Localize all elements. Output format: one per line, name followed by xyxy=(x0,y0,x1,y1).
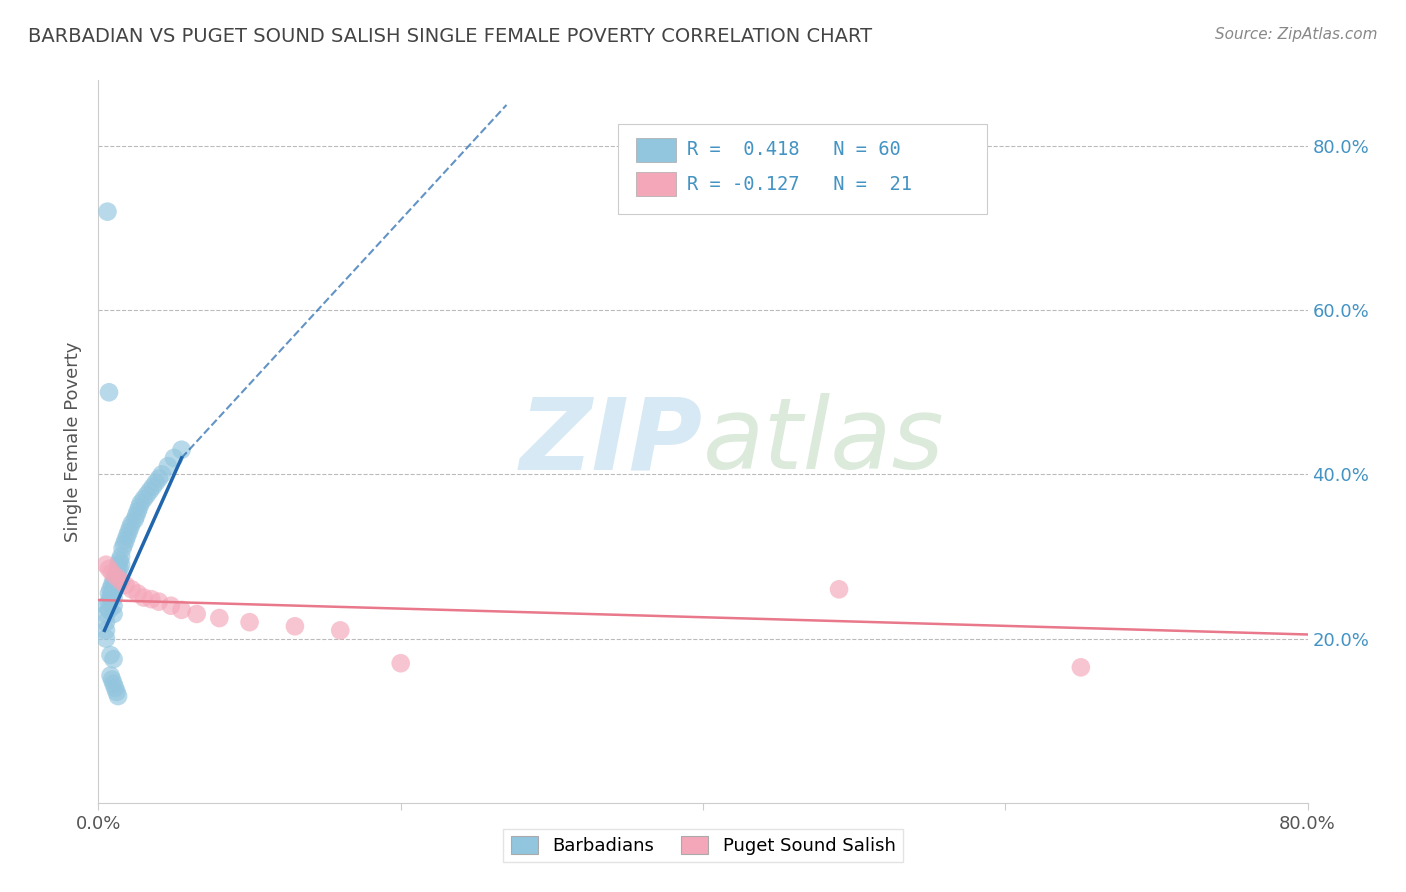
Text: R = -0.127   N =  21: R = -0.127 N = 21 xyxy=(688,175,912,194)
Point xyxy=(103,607,125,621)
Point xyxy=(156,459,179,474)
Point xyxy=(828,582,851,597)
Point xyxy=(127,504,149,518)
Point xyxy=(94,607,117,621)
Point xyxy=(208,611,231,625)
Point xyxy=(100,668,122,682)
Point xyxy=(103,677,125,691)
FancyBboxPatch shape xyxy=(619,124,987,214)
Point xyxy=(129,496,152,510)
Point xyxy=(94,558,117,572)
Point xyxy=(160,599,183,613)
Point xyxy=(101,578,124,592)
Point xyxy=(100,582,122,597)
Point xyxy=(111,541,134,556)
Point xyxy=(104,570,127,584)
Point xyxy=(94,624,117,638)
Point xyxy=(107,566,129,580)
Point xyxy=(100,591,122,605)
Point xyxy=(101,566,124,580)
Point xyxy=(170,442,193,457)
Point xyxy=(110,574,132,588)
Point xyxy=(121,516,143,531)
Point xyxy=(170,603,193,617)
Point xyxy=(105,570,128,584)
Point xyxy=(100,648,122,662)
Point xyxy=(148,471,170,485)
Text: BARBADIAN VS PUGET SOUND SALISH SINGLE FEMALE POVERTY CORRELATION CHART: BARBADIAN VS PUGET SOUND SALISH SINGLE F… xyxy=(28,27,872,45)
Point xyxy=(103,599,125,613)
Point xyxy=(108,553,131,567)
Point xyxy=(114,533,136,547)
Point xyxy=(98,385,121,400)
Point xyxy=(141,592,163,607)
FancyBboxPatch shape xyxy=(637,172,676,196)
Point xyxy=(120,521,142,535)
Point xyxy=(104,578,127,592)
Point xyxy=(128,500,150,515)
Point xyxy=(1070,660,1092,674)
Point xyxy=(108,562,131,576)
Point xyxy=(124,512,146,526)
Point xyxy=(94,599,117,613)
Point xyxy=(98,562,121,576)
Point xyxy=(148,594,170,608)
Point xyxy=(98,603,121,617)
Point xyxy=(104,681,127,695)
Point xyxy=(101,673,124,687)
Point xyxy=(239,615,262,630)
Point xyxy=(139,483,162,498)
Y-axis label: Single Female Poverty: Single Female Poverty xyxy=(65,342,83,541)
Point xyxy=(98,594,121,608)
Point xyxy=(94,615,117,630)
Point xyxy=(115,529,138,543)
FancyBboxPatch shape xyxy=(637,138,676,162)
Point xyxy=(127,586,149,600)
Point xyxy=(103,591,125,605)
Point xyxy=(105,685,128,699)
Point xyxy=(110,558,132,572)
Point xyxy=(150,467,173,482)
Point xyxy=(98,586,121,600)
Point xyxy=(94,632,117,646)
Point xyxy=(105,566,128,580)
Point xyxy=(103,574,125,588)
Point xyxy=(163,450,186,465)
Point xyxy=(112,537,135,551)
Point xyxy=(121,582,143,597)
Point xyxy=(103,582,125,597)
Legend: Barbadians, Puget Sound Salish: Barbadians, Puget Sound Salish xyxy=(503,829,903,863)
Point xyxy=(142,480,165,494)
Text: ZIP: ZIP xyxy=(520,393,703,490)
Point xyxy=(118,524,141,539)
Point xyxy=(132,591,155,605)
Point xyxy=(132,491,155,506)
Point xyxy=(107,689,129,703)
Point xyxy=(114,578,136,592)
Point xyxy=(125,508,148,523)
Point xyxy=(329,624,352,638)
Point xyxy=(105,574,128,588)
Point xyxy=(103,652,125,666)
Point xyxy=(107,574,129,588)
Point xyxy=(389,657,412,671)
Text: Source: ZipAtlas.com: Source: ZipAtlas.com xyxy=(1215,27,1378,42)
Point xyxy=(145,475,167,490)
Point xyxy=(186,607,208,621)
Text: atlas: atlas xyxy=(703,393,945,490)
Point xyxy=(107,558,129,572)
Text: R =  0.418   N = 60: R = 0.418 N = 60 xyxy=(688,140,901,159)
Point xyxy=(284,619,307,633)
Point xyxy=(110,549,132,564)
Point xyxy=(135,488,157,502)
Point xyxy=(96,204,118,219)
Point xyxy=(101,586,124,600)
